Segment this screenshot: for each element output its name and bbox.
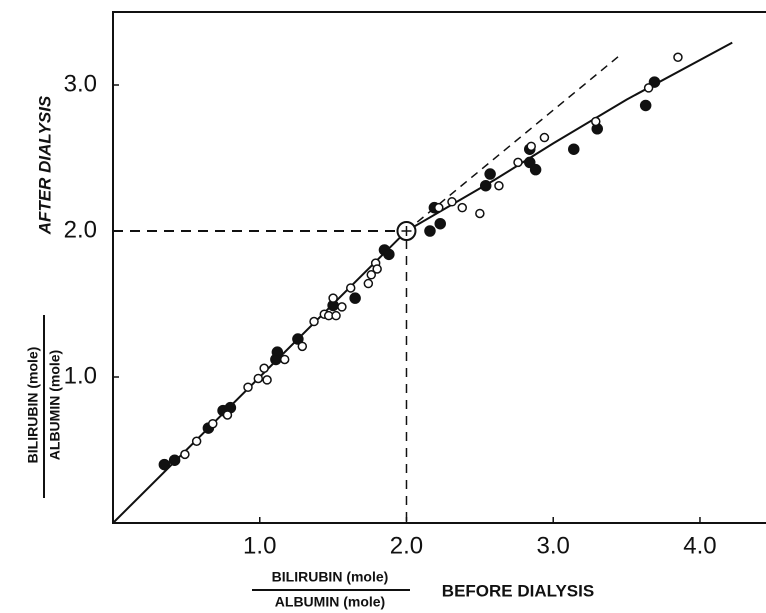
y-label-numerator: BILIRUBIN (mole) [25,347,41,464]
data-point [180,449,190,460]
data-point [349,292,361,304]
plot-frame [112,11,766,524]
data-point [259,363,269,373]
data-point [292,333,304,345]
data-point [297,341,308,352]
x-label-numerator: BILIRUBIN (mole) [272,569,389,585]
y-label-denominator: ALBUMIN (mole) [47,350,63,460]
data-point [639,99,652,112]
data-point [372,264,382,274]
data-point [309,316,319,327]
data-point [191,436,202,446]
data-point [568,143,580,155]
x-label-denominator: ALBUMIN (mole) [275,594,385,610]
data-point [270,353,282,366]
data-point [494,180,504,191]
x-tick-label: 3.0 [537,532,570,559]
y-label-numerator-group: BILIRUBIN (mole) [25,347,41,464]
data-point [447,197,457,207]
y-tick-label: 2.0 [64,216,97,243]
reference-point-cross [401,226,412,236]
data-point [363,278,374,289]
data-point [158,458,171,471]
data-point [331,310,341,321]
data-point [279,354,290,365]
x-tick-label: 1.0 [243,532,276,559]
data-point [529,163,542,176]
data-point [434,217,446,230]
data-point [424,225,436,237]
data-point [345,283,356,293]
y-label-denominator-group: ALBUMIN (mole) [47,350,63,460]
y-tick-label: 1.0 [64,362,97,389]
data-point [208,418,218,429]
data-point [591,116,601,127]
identity-line [406,55,620,232]
data-point [479,179,492,192]
data-point [337,302,347,312]
data-point [526,141,536,152]
fit-line [112,41,733,524]
data-point [643,83,654,93]
data-point [434,202,444,213]
data-point [366,270,377,280]
data-point [539,132,550,143]
data-point [457,202,467,213]
data-point [673,52,683,63]
y-tick-label: 3.0 [64,70,97,97]
data-point [475,208,485,219]
data-point [168,454,181,466]
data-point [253,373,264,384]
data-point [513,157,523,168]
data-point [383,248,395,261]
data-point [243,382,253,392]
y-label-text: AFTER DIALYSIS [35,95,54,235]
data-point [222,410,233,420]
x-label-text: BEFORE DIALYSIS [442,581,594,600]
x-tick-label: 2.0 [390,532,423,559]
data-point [484,168,496,180]
data-point [262,375,272,385]
x-tick-label: 4.0 [683,532,716,559]
data-point [328,293,338,303]
data-point [523,156,536,169]
y-label-text-group: AFTER DIALYSIS [35,95,54,235]
